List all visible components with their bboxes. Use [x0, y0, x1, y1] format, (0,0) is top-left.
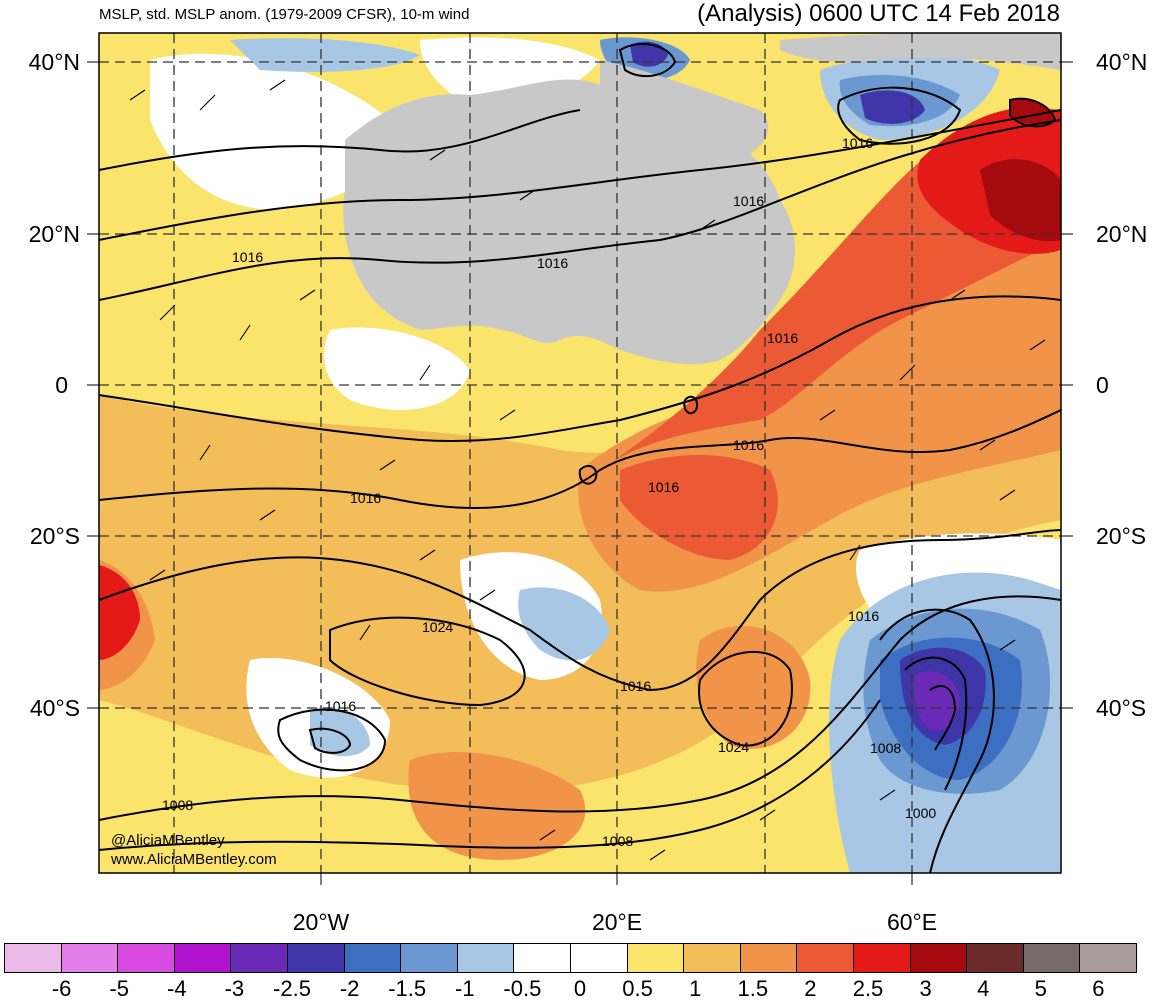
map-field: [99, 33, 1061, 873]
colorbar-swatch: [60, 943, 119, 973]
lat-label-left: 0: [55, 372, 68, 398]
colorbar-swatch: [286, 943, 345, 973]
credit-handle: @AliciaMBentley: [111, 832, 225, 849]
map-frame: [98, 32, 1062, 874]
colorbar-tick-label: -5: [109, 976, 129, 1001]
lat-label-left: 40°N: [29, 49, 80, 75]
isobar-label: 1016: [648, 479, 679, 495]
colorbar-swatch: [400, 943, 458, 973]
colorbar-tick-label: 3: [919, 976, 932, 1001]
colorbar-swatch: [4, 943, 62, 973]
colorbar-swatch: [796, 943, 854, 973]
colorbar-swatch: [173, 943, 232, 973]
lat-label-left: 40°S: [30, 695, 80, 721]
lon-label: 20°E: [592, 909, 642, 935]
colorbar-tick-label: -0.5: [503, 976, 542, 1001]
lat-label-left: 20°S: [30, 523, 80, 549]
isobars: [98, 43, 1062, 874]
colorbar-swatch: [909, 943, 968, 973]
isobar-label: 1008: [162, 797, 193, 813]
axis-ticks: [87, 61, 1073, 885]
colorbar-tick-label: 2: [804, 976, 817, 1001]
lat-label-right: 40°S: [1096, 695, 1146, 721]
colorbar-tick-label: -3: [224, 976, 245, 1001]
colorbar-swatch: [966, 943, 1024, 973]
colorbar-swatch: [683, 943, 741, 973]
colorbar-swatch: [117, 943, 175, 973]
colorbar-tick-label: 6: [1092, 976, 1105, 1001]
lat-label-right: 40°N: [1096, 49, 1147, 75]
map-subtitle: MSLP, std. MSLP anom. (1979-2009 CFSR), …: [99, 6, 470, 23]
isobar-label: 1016: [232, 249, 263, 265]
colorbar-tick-label: 5: [1034, 976, 1047, 1001]
isobar-label: 1016: [733, 437, 764, 453]
isobar-label: 1016: [537, 255, 568, 271]
isobar-label: 1016: [350, 490, 381, 506]
isobar-label: 1016: [767, 330, 798, 346]
lat-label-right: 20°N: [1096, 221, 1147, 247]
lat-label-right: 20°S: [1096, 523, 1146, 549]
credit-website: www.AliciaMBentley.com: [111, 851, 277, 868]
isobar-label: 1016: [848, 608, 879, 624]
isobar-label: 1024: [422, 619, 453, 635]
isobar-label: 1008: [870, 740, 901, 756]
wind-barbs: [129, 79, 1046, 861]
colorbar-tick-label: -1.5: [388, 976, 427, 1001]
colorbar-swatch: [456, 943, 515, 973]
colorbar-tick-label: 1.5: [737, 976, 769, 1001]
colorbar-swatch: [230, 943, 288, 973]
colorbar-tick-label: -2: [339, 976, 360, 1001]
lat-label-right: 0: [1096, 372, 1109, 398]
colorbar-swatch: [1022, 943, 1081, 973]
anomaly-map: 40°N 20°N 0 20°S 40°S 40°N 20°N 0 20°S 4…: [29, 32, 1148, 935]
longitude-labels: 20°W 20°E 60°E: [293, 909, 937, 935]
isobar-label: 1016: [620, 678, 651, 694]
colorbar-tick-label: -2.5: [273, 976, 311, 1001]
colorbar-swatch: [739, 943, 798, 973]
isobar-label: 1000: [905, 805, 936, 821]
graticule: [99, 33, 1061, 873]
colorbar-swatch: [343, 943, 402, 973]
lon-label: 60°E: [887, 909, 937, 935]
isobar-label: 1008: [602, 833, 633, 849]
lat-label-left: 20°N: [29, 221, 80, 247]
colorbar-tick-label: 4: [977, 976, 990, 1001]
colorbar-tick-label: -1: [455, 976, 475, 1001]
colorbar-swatch: [569, 943, 628, 973]
colorbar-tick-label: 0.5: [622, 976, 653, 1001]
colorbar-tick-label: 0: [573, 976, 587, 1001]
colorbar-swatch: [626, 943, 685, 973]
colorbar-tick-label: -4: [167, 976, 187, 1001]
lon-label: 20°W: [293, 909, 350, 935]
colorbar-swatch: [1079, 943, 1137, 973]
colorbar-tick-label: -6: [51, 976, 72, 1001]
colorbar-tick-label: 1: [689, 976, 702, 1001]
latitude-labels: 40°N 20°N 0 20°S 40°S 40°N 20°N 0 20°S 4…: [29, 49, 1148, 721]
colorbar: [4, 943, 1137, 973]
isobar-labels: 1016 1016 1016 1016 1016 1016 1016 1016 …: [162, 135, 936, 849]
isobar-label: 1016: [325, 698, 356, 714]
colorbar-swatch: [852, 943, 911, 973]
isobar-label: 1024: [718, 739, 749, 755]
isobar-label: 1016: [733, 193, 764, 209]
map-title: (Analysis) 0600 UTC 14 Feb 2018: [697, 0, 1060, 27]
colorbar-swatch: [513, 943, 571, 973]
colorbar-tick-label: 2.5: [852, 976, 884, 1001]
isobar-label: 1016: [842, 135, 873, 151]
